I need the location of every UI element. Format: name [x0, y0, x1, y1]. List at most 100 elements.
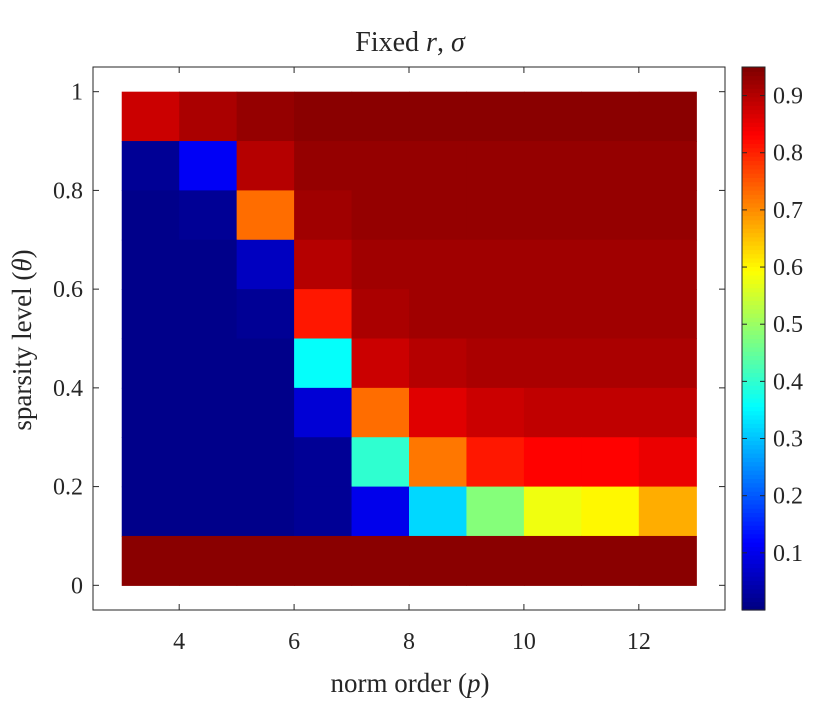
- heatmap-cell: [236, 190, 295, 241]
- colorbar-strip: [742, 219, 765, 225]
- colorbar-frame: [741, 66, 766, 611]
- heatmap-cell: [523, 141, 582, 192]
- heatmap-cell: [121, 437, 180, 488]
- colorbar-strip: [742, 240, 765, 246]
- colorbar-strip: [742, 537, 765, 543]
- heatmap-cell: [466, 239, 525, 290]
- colorbar-strip: [742, 470, 765, 475]
- colorbar-strip: [742, 300, 765, 306]
- heatmap-cell: [294, 535, 353, 586]
- colorbar-strip: [742, 96, 765, 102]
- colorbar-tick-label: 0.2: [773, 484, 803, 510]
- heatmap-cell: [409, 289, 468, 340]
- colorbar-strip: [742, 71, 765, 77]
- x-axis-label-suffix: ): [480, 668, 489, 698]
- heatmap-cell: [523, 91, 582, 142]
- colorbar-strip: [742, 143, 765, 149]
- heatmap-cell: [121, 190, 180, 241]
- colorbar-strip: [742, 215, 765, 221]
- colorbar-strip: [742, 279, 765, 284]
- colorbar-strip: [742, 372, 765, 378]
- heatmap-cell: [581, 91, 640, 142]
- colorbar-strip: [742, 164, 765, 170]
- heatmap-cell: [409, 437, 468, 488]
- colorbar-strip: [742, 190, 765, 195]
- colorbar-tick-label: 0.8: [773, 141, 803, 167]
- heatmap-cell: [638, 486, 697, 537]
- colorbar-strip: [742, 139, 765, 144]
- heatmap-cell: [351, 91, 410, 142]
- heatmap-cell: [581, 437, 640, 488]
- heatmap-cell: [294, 387, 353, 438]
- heatmap-cell: [121, 91, 180, 142]
- heatmap-cell: [236, 486, 295, 537]
- heatmap-cell: [236, 289, 295, 340]
- heatmap-cell: [236, 338, 295, 389]
- y-axis-label: sparsity level (θ): [7, 249, 37, 430]
- title-separator: ,: [437, 27, 451, 58]
- colorbar-strip: [742, 79, 765, 85]
- heatmap-cell: [294, 437, 353, 488]
- heatmap-cell: [409, 535, 468, 586]
- heatmap-cell: [523, 535, 582, 586]
- colorbar-strip: [742, 308, 765, 314]
- colorbar-strip: [742, 520, 765, 526]
- heatmap-cell: [581, 338, 640, 389]
- heatmap-cell: [179, 486, 238, 537]
- heatmap-cell: [121, 486, 180, 537]
- colorbar-strip: [742, 325, 765, 331]
- colorbar: 0.1 0.2 0.3 0.4 0.5 0.6 0.7 0.8 0.9: [741, 66, 803, 611]
- colorbar-strip: [742, 588, 765, 594]
- heatmap-cell: [236, 91, 295, 142]
- colorbar-strip: [742, 533, 765, 539]
- colorbar-strip: [742, 206, 765, 212]
- colorbar-tick-label: 0.1: [773, 541, 803, 567]
- x-tick-label: 12: [627, 629, 651, 655]
- colorbar-strip: [742, 160, 765, 166]
- colorbar-strip: [742, 529, 765, 535]
- colorbar-strip: [742, 465, 765, 471]
- heatmap-cell: [409, 190, 468, 241]
- heatmap-cell: [294, 91, 353, 142]
- colorbar-tick-label: 0.3: [773, 427, 803, 453]
- colorbar-strip: [742, 389, 765, 395]
- heatmap-cell: [523, 239, 582, 290]
- colorbar-strip: [742, 245, 765, 251]
- title-prefix: Fixed: [355, 27, 426, 58]
- colorbar-strip: [742, 584, 765, 590]
- heatmap-cell: [351, 486, 410, 537]
- heatmap-cell: [466, 338, 525, 389]
- colorbar-strip: [742, 257, 765, 263]
- colorbar-strip: [742, 580, 765, 586]
- title-var-r: r: [426, 27, 437, 58]
- colorbar-strip: [742, 491, 765, 497]
- heatmap-cell: [179, 437, 238, 488]
- colorbar-strip: [742, 100, 765, 106]
- heatmap-cell: [466, 190, 525, 241]
- heatmap-cell: [638, 535, 697, 586]
- colorbar-strip: [742, 512, 765, 518]
- colorbar-strip: [742, 296, 765, 301]
- heatmap-cell: [409, 338, 468, 389]
- heatmap-cell: [121, 387, 180, 438]
- colorbar-strip: [742, 516, 765, 522]
- x-axis-label-var: p: [465, 668, 481, 698]
- heatmap-cell: [638, 387, 697, 438]
- heatmap-cell: [638, 141, 697, 192]
- colorbar-strip: [742, 410, 765, 416]
- colorbar-strip: [742, 88, 765, 94]
- heatmap-cell: [523, 437, 582, 488]
- colorbar-strip: [742, 253, 765, 259]
- colorbar-strip: [742, 134, 765, 140]
- heatmap-cell: [121, 141, 180, 192]
- heatmap-cell: [294, 486, 353, 537]
- colorbar-strip: [742, 202, 765, 208]
- x-axis-label: norm order (p): [331, 668, 490, 698]
- colorbar-strip: [742, 321, 765, 327]
- heatmap-cell: [638, 190, 697, 241]
- heatmap-cell: [236, 141, 295, 192]
- heatmap-cell: [638, 239, 697, 290]
- colorbar-strip: [742, 542, 765, 547]
- heatmap-cell: [294, 141, 353, 192]
- heatmap-cell: [466, 387, 525, 438]
